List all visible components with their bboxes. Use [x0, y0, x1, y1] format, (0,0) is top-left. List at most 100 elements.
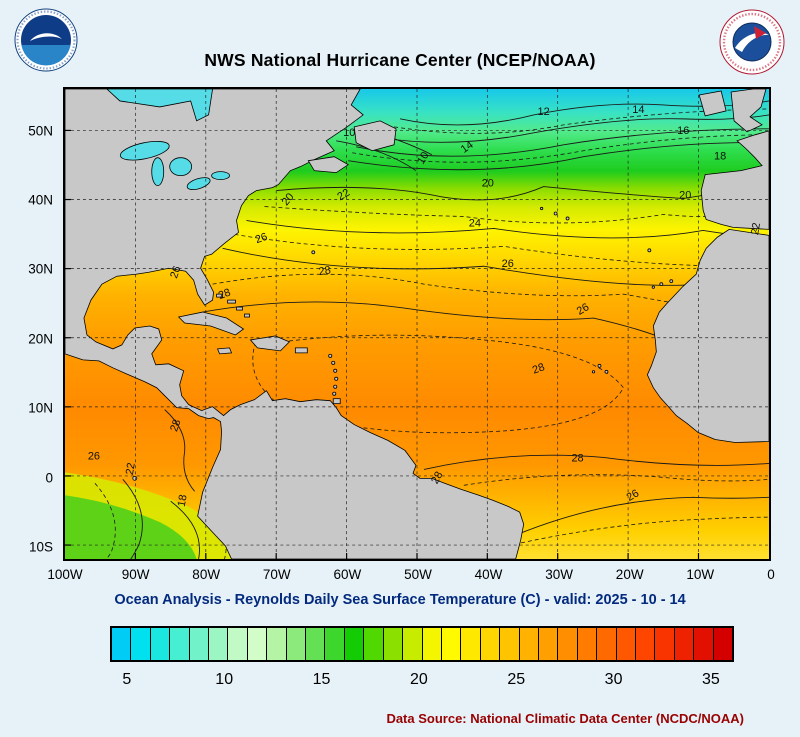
contour-label: 24 [469, 217, 481, 229]
europe [700, 130, 769, 230]
contour-labels: 10 12 14 14 16 10 18 20 20 20 22 24 22 26 26 28 26 28 26 28… [88, 104, 763, 508]
colorbar-cell [189, 628, 210, 660]
lon-label: 10W [686, 567, 715, 582]
americas-landmass [65, 89, 525, 559]
contour-label: 20 [679, 190, 691, 202]
contour-label: 22 [124, 462, 138, 476]
noaa-logo-icon [14, 8, 78, 72]
small-islands [132, 206, 674, 481]
colorbar-cell [519, 628, 539, 660]
axis-ticks [65, 129, 700, 559]
lon-label: 40W [474, 567, 503, 582]
cuba [177, 311, 245, 336]
longitude-axis: 100W 90W 80W 70W 60W 50W 40W 30W 20W 10W… [47, 567, 775, 585]
latitude-axis: 50N 40N 30N 20N 10N 0 10S [0, 89, 60, 563]
colorbar-tick-label: 15 [312, 671, 331, 688]
contour-label: 26 [88, 450, 100, 462]
contour-label: 28 [168, 418, 183, 434]
colorbar-cell [112, 628, 132, 660]
colorbar-cell [286, 628, 307, 660]
contour-label: 12 [538, 106, 550, 118]
contour-label: 28 [429, 470, 445, 487]
ireland [698, 90, 727, 117]
contour-label: 28 [571, 452, 583, 464]
colorbar-tick-label: 5 [122, 671, 132, 688]
colorbar-cell [209, 628, 229, 660]
lake-michigan [151, 157, 165, 186]
page-title: NWS National Hurricane Center (NCEP/NOAA… [204, 50, 596, 70]
contour-label: 28 [217, 287, 233, 302]
colorbar-cell [344, 628, 365, 660]
colorbar-cell [422, 628, 442, 660]
colorbar-cell [228, 628, 248, 660]
puerto-rico [294, 347, 308, 354]
contour-label: 26 [254, 231, 270, 246]
contour-label: 20 [280, 191, 297, 208]
lon-label: 0 [767, 567, 775, 582]
colorbar-cell [597, 628, 617, 660]
contour-label: 26 [168, 264, 183, 280]
lake-huron [169, 157, 193, 177]
contour-label: 26 [575, 301, 592, 317]
contour-label: 18 [176, 494, 190, 508]
data-source-note: Data Source: National Climatic Data Cent… [386, 711, 744, 726]
lon-label: 90W [121, 567, 150, 582]
lat-label: 10N [28, 400, 53, 416]
pacific-cold-tongue [65, 472, 237, 559]
lake-ontario [211, 171, 230, 181]
colorbar-tick-label: 30 [604, 671, 623, 688]
contour-label: 22 [335, 187, 352, 203]
contour-label: 10 [343, 127, 355, 139]
colorbar-cell [461, 628, 481, 660]
newfoundland [353, 120, 397, 152]
colorbar-cell [577, 628, 598, 660]
inland-water [106, 89, 230, 191]
lon-label: 80W [192, 567, 221, 582]
contour-label: 14 [632, 104, 644, 116]
contour-label: 28 [318, 264, 332, 278]
colorbar-cell [383, 628, 404, 660]
colorbar [110, 626, 734, 662]
jamaica [216, 347, 233, 355]
map-subtitle: Ocean Analysis - Reynolds Daily Sea Surf… [114, 592, 686, 608]
lat-label: 10S [28, 539, 53, 555]
lat-label: 0 [45, 470, 53, 486]
colorbar-cell [674, 628, 695, 660]
lon-label: 100W [47, 567, 83, 582]
contour-label: 26 [625, 487, 642, 503]
hispaniola [249, 335, 291, 352]
lat-label: 20N [28, 331, 53, 347]
colorbar-cell [150, 628, 171, 660]
colorbar-tick-label: 20 [409, 671, 428, 688]
nova-scotia [307, 156, 349, 174]
lon-label: 60W [333, 567, 362, 582]
contour-label: 18 [714, 151, 726, 163]
colorbar-cell [616, 628, 636, 660]
hudson-bay [106, 89, 213, 122]
contour-label: 28 [531, 361, 547, 376]
lat-label: 50N [28, 123, 53, 139]
nws-logo-icon [719, 9, 785, 75]
colorbar-cell [325, 628, 345, 660]
colorbar-cell [306, 628, 326, 660]
contour-label: 10 [415, 150, 431, 167]
great-britain [730, 89, 767, 133]
contour-label: 16 [677, 125, 689, 137]
lon-label: 50W [404, 567, 432, 582]
sst-map-frame: 10 12 14 14 16 10 18 20 20 20 22 24 22 26 26 28 26 28 26 28… [63, 87, 771, 561]
lake-erie [186, 177, 211, 191]
colorbar-cell [655, 628, 675, 660]
colorbar-cell [480, 628, 501, 660]
landmasses [65, 89, 769, 559]
lon-label: 20W [615, 567, 644, 582]
lat-label: 40N [28, 192, 53, 208]
colorbar-cell [170, 628, 190, 660]
lon-label: 30W [545, 567, 573, 582]
colorbar-cell [635, 628, 656, 660]
contour-label: 14 [459, 139, 476, 156]
colorbar-cell [267, 628, 287, 660]
contour-label: 26 [502, 258, 514, 270]
colorbar-cell [441, 628, 462, 660]
colorbar-cell [538, 628, 559, 660]
colorbar-cell [131, 628, 151, 660]
